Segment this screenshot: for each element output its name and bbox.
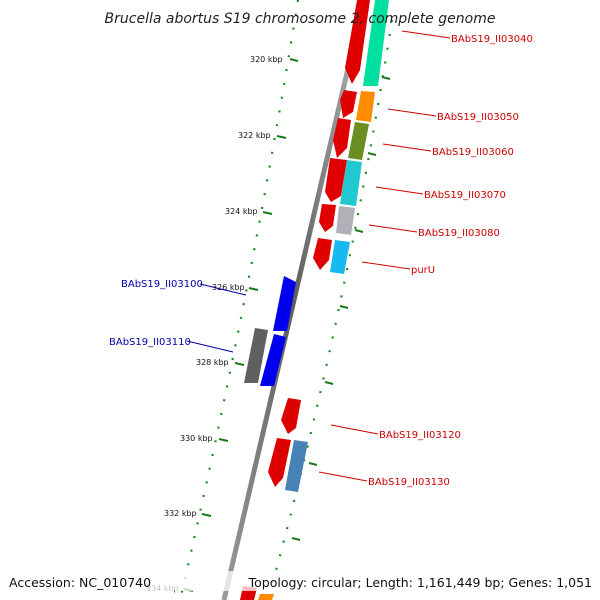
map-title: Brucella abortus S19 chromosome 2, compl…	[105, 11, 496, 27]
tick-mark	[201, 513, 212, 517]
cds-arrow	[345, 0, 370, 84]
cds-arrow	[319, 204, 336, 232]
gene-label-BAbS19_II03080[interactable]: BAbS19_II03080	[418, 228, 500, 239]
tick-mark	[289, 58, 299, 62]
leader-line	[375, 186, 424, 195]
tick-mark	[354, 229, 364, 233]
gene-block-BAbS19_II03050	[356, 91, 375, 122]
leader-line	[401, 30, 451, 39]
gene-block-BAbS19_II03080	[336, 206, 355, 235]
gene-block-tail	[258, 594, 274, 600]
tick-mark	[381, 76, 391, 80]
leader-line	[361, 261, 411, 270]
leader-line	[387, 108, 437, 117]
tick-mark	[324, 381, 334, 385]
leader-line	[382, 143, 432, 152]
gene-block-BAbS19_II03070	[340, 160, 362, 206]
leader-line	[330, 424, 379, 435]
tick-label-330: 330 kbp	[180, 434, 213, 443]
cds-arrow	[313, 238, 332, 270]
tick-label-324: 324 kbp	[225, 207, 258, 216]
gene-label-BAbS19_II03110[interactable]: BAbS19_II03110	[109, 337, 191, 348]
cds-forward-track	[240, 0, 370, 600]
tick-mark	[234, 362, 245, 366]
right-tick-marks	[291, 76, 391, 541]
gene-label-BAbS19_II03130[interactable]: BAbS19_II03130	[368, 477, 450, 488]
tick-label-320: 320 kbp	[250, 55, 283, 64]
tick-mark	[367, 152, 377, 156]
gene-blocks-forward	[258, 0, 389, 600]
tick-label-332: 332 kbp	[164, 509, 197, 518]
accession-text: Accession: NC_010740	[9, 575, 151, 590]
gene-block-BAbS19_II03060	[348, 122, 369, 160]
gene-block-BAbS19_II03130	[285, 440, 308, 492]
gene-block-BAbS19_II03100	[273, 276, 296, 331]
leader-line	[318, 471, 368, 482]
tick-mark	[308, 462, 318, 466]
cds-arrow	[333, 118, 351, 158]
tick-mark	[276, 135, 287, 139]
tick-mark	[291, 537, 301, 541]
gene-label-BAbS19_II03100[interactable]: BAbS19_II03100	[121, 279, 203, 290]
leader-line	[199, 283, 247, 296]
outer-dotted-track-left	[178, 0, 300, 600]
outer-dotted-track-right	[266, 19, 394, 600]
gene-block-BAbS19_II03110	[244, 328, 268, 383]
leader-line	[368, 224, 418, 233]
tick-label-328: 328 kbp	[196, 358, 229, 367]
gene-label-BAbS19_II03040[interactable]: BAbS19_II03040	[451, 34, 533, 45]
gene-label-BAbS19_II03060[interactable]: BAbS19_II03060	[432, 147, 514, 158]
gene-block-BAbS19_II03040	[363, 0, 389, 86]
cds-arrow	[325, 158, 347, 202]
summary-text: Topology: circular; Length: 1,161,449 bp…	[248, 575, 592, 590]
tick-mark	[218, 438, 229, 442]
tick-label-326: 326 kbp	[212, 283, 245, 292]
gene-label-BAbS19_II03120[interactable]: BAbS19_II03120	[379, 430, 461, 441]
gene-blocks-reverse	[244, 276, 296, 386]
gene-labels: BAbS19_II03040 BAbS19_II03050 BAbS19_II0…	[109, 34, 533, 488]
footer-backdrop	[6, 571, 594, 591]
tick-mark	[339, 305, 349, 309]
cds-arrow	[268, 438, 291, 487]
tick-label-322: 322 kbp	[238, 131, 271, 140]
gene-block-purU	[330, 240, 350, 274]
cds-arrow	[340, 90, 357, 118]
tick-mark	[248, 287, 259, 291]
cds-arrow	[281, 398, 301, 434]
gene-label-BAbS19_II03050[interactable]: BAbS19_II03050	[437, 112, 519, 123]
tick-mark	[262, 211, 273, 215]
gene-block-BAbS19_II03100-lower	[260, 334, 286, 386]
gene-label-BAbS19_II03070[interactable]: BAbS19_II03070	[424, 190, 506, 201]
leader-line	[186, 340, 234, 353]
leader-lines	[186, 30, 451, 482]
gene-label-purU[interactable]: purU	[411, 265, 435, 276]
genome-backbone	[221, 0, 367, 600]
